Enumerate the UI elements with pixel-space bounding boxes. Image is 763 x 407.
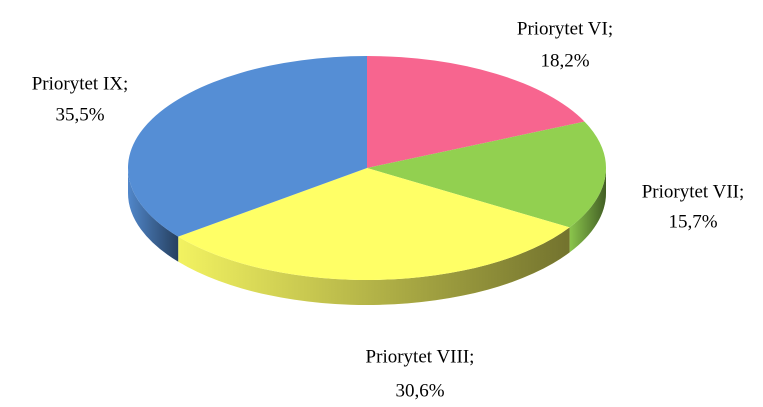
slice-category-label: Priorytet VI;	[517, 18, 613, 39]
pie-tops	[127, 56, 606, 280]
slice-category-label: Priorytet VIII;	[366, 346, 475, 367]
slice	[178, 168, 570, 280]
slice-value-label: 18,2%	[540, 50, 589, 71]
slice-category-label: Priorytet VII;	[642, 181, 745, 202]
labels: Priorytet VI; 18,2% Priorytet VII; 15,7% Pri…	[32, 18, 745, 401]
pie-sides	[128, 168, 606, 306]
slice	[367, 56, 585, 168]
slice-value-label: 30,6%	[395, 380, 444, 401]
slice-category-label: Priorytet IX;	[32, 73, 129, 94]
slice-side-shade	[178, 227, 570, 306]
slice-side-shade	[128, 168, 179, 262]
slice	[127, 56, 367, 237]
slice	[367, 121, 606, 228]
slice-side-shade	[569, 168, 606, 253]
slice-value-label: 35,5%	[55, 104, 104, 125]
slice-value-label: 15,7%	[668, 211, 717, 232]
